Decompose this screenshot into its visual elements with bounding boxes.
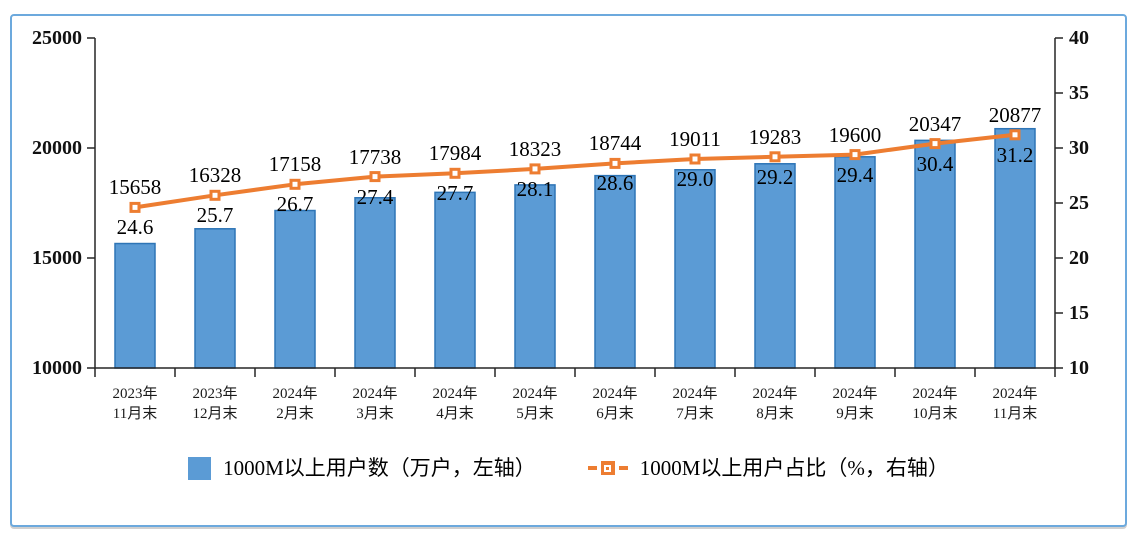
x-axis-category-label: 2024年 2月末 [272, 386, 318, 422]
line-percentage-label: 29.2 [756, 164, 794, 189]
line-percentage-label: 25.7 [196, 203, 234, 228]
bar-value-label: 18744 [588, 131, 642, 156]
bar [354, 197, 396, 369]
right-axis-tick-label: 30 [1069, 137, 1089, 159]
line-percentage-label: 28.6 [596, 171, 634, 196]
bar-value-label: 15658 [108, 175, 162, 200]
right-axis-tick-label: 10 [1069, 357, 1089, 379]
x-axis-category-label: 2024年 7月末 [672, 386, 718, 422]
x-axis-category-label: 2024年 4月末 [432, 386, 478, 422]
line-marker-center [132, 204, 138, 210]
bar-value-label: 16328 [188, 163, 242, 188]
bar-series-swatch-icon [188, 456, 212, 480]
right-axis-tick-label: 35 [1069, 82, 1089, 104]
x-axis-category-label: 2024年 8月末 [752, 386, 798, 422]
bar [834, 156, 876, 369]
x-axis-category-label: 2024年 11月末 [992, 386, 1038, 422]
chart-legend: 1000M以上用户数（万户，左轴） 1000M以上用户占比（%，右轴） [0, 456, 1137, 480]
line-marker-center [852, 152, 858, 158]
bar [114, 242, 156, 369]
bar-value-label: 19600 [828, 122, 882, 147]
line-marker-center [292, 181, 298, 187]
left-axis-tick-label: 15000 [32, 247, 82, 269]
bar [754, 163, 796, 369]
line-marker-center [1012, 132, 1018, 138]
x-axis-category-label: 2024年 5月末 [512, 386, 558, 422]
line-marker-center [452, 170, 458, 176]
bar-value-label: 19011 [669, 127, 721, 151]
line-percentage-label: 27.7 [436, 181, 474, 206]
bar-value-label: 17158 [268, 152, 322, 177]
line-percentage-label: 26.7 [276, 192, 314, 217]
line-marker-center [932, 141, 938, 147]
line-percentage-label: 30.4 [916, 151, 954, 176]
line-series-marker-icon [587, 461, 628, 475]
line-marker-center [772, 154, 778, 160]
x-axis-category-label: 2024年 10月末 [912, 386, 958, 422]
bar [434, 191, 476, 369]
line-percentage-label: 31.2 [996, 142, 1034, 167]
right-axis-tick-label: 15 [1069, 302, 1089, 324]
line-percentage-label: 27.4 [356, 184, 394, 209]
bar-series-legend-label: 1000M以上用户数（万户，左轴） [223, 456, 536, 480]
right-axis-tick-label: 20 [1069, 247, 1089, 269]
bar [194, 228, 236, 369]
right-axis-tick-label: 25 [1069, 192, 1089, 214]
bar-value-label: 20347 [908, 111, 962, 136]
x-axis-category-label: 2024年 6月末 [592, 386, 638, 422]
line-marker-center [532, 166, 538, 172]
bar [674, 169, 716, 369]
left-axis-tick-label: 10000 [32, 357, 82, 379]
left-axis-tick-label: 20000 [32, 137, 82, 159]
bar [914, 139, 956, 369]
line-marker-center [372, 174, 378, 180]
bar [514, 184, 556, 369]
line-percentage-label: 29.4 [836, 162, 874, 187]
legend-item-bars: 1000M以上用户数（万户，左轴） [188, 456, 536, 480]
line-marker-center [692, 156, 698, 162]
percentage-line [133, 132, 1017, 210]
line-marker-center [612, 160, 618, 166]
bar-value-label: 20877 [988, 102, 1042, 127]
line-series-legend-label: 1000M以上用户占比（%，右轴） [639, 456, 949, 480]
x-axis-category-label: 2024年 3月末 [352, 386, 398, 422]
x-axis-category-label: 2023年 11月末 [112, 386, 158, 422]
bar-value-label: 19283 [748, 124, 802, 149]
bar-value-label: 17984 [428, 141, 482, 166]
legend-item-line: 1000M以上用户占比（%，右轴） [587, 456, 949, 480]
x-axis-category-label: 2024年 9月末 [832, 386, 878, 422]
line-percentage-label: 29.0 [676, 167, 714, 191]
left-axis-tick-label: 25000 [32, 27, 82, 49]
x-axis-category-label: 2023年 12月末 [192, 386, 238, 422]
bar [594, 174, 636, 369]
line-percentage-label: 28.1 [516, 176, 554, 201]
bar-value-label: 17738 [348, 144, 402, 169]
bar-value-label: 18323 [508, 136, 562, 161]
bar [274, 209, 316, 369]
right-axis-tick-label: 40 [1069, 27, 1089, 49]
line-marker-center [212, 192, 218, 198]
line-percentage-label: 24.6 [116, 215, 154, 240]
